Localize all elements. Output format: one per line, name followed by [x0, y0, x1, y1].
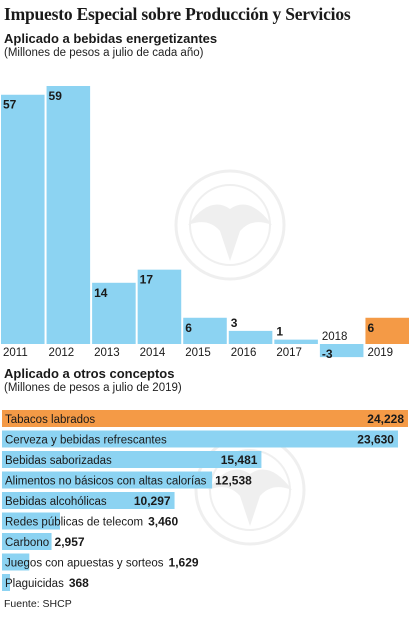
other-concepts-chart-title: Aplicado a otros conceptos [4, 366, 175, 381]
bar-plaguicidas [2, 574, 10, 591]
bar-2018 [319, 344, 364, 358]
bar-juegos-con-apuestas-y-sorteos [2, 553, 30, 571]
source-note: Fuente: SHCP [4, 598, 72, 610]
bar-2014 [137, 269, 182, 344]
category-label-2017: 2017 [276, 347, 302, 359]
category-label: Plaguicidas [5, 578, 64, 590]
other-concepts-chart-subtitle: (Millones de pesos a julio de 2019) [4, 382, 182, 394]
bar-2016 [228, 330, 273, 344]
value-label-2013: 14 [94, 286, 108, 300]
value-label-2014: 17 [140, 273, 154, 287]
bar-2012 [46, 86, 91, 344]
bar-bebidas-saborizadas [2, 451, 262, 468]
category-label-2013: 2013 [94, 347, 120, 359]
category-label: Alimentos no básicos con altas calorías [5, 476, 207, 488]
category-label-2012: 2012 [49, 347, 75, 359]
bar-cerveza-y-bebidas-refrescantes [2, 430, 398, 448]
bar-2015 [183, 317, 227, 344]
bar-alimentos-no-básicos-con-altas-calorías [2, 471, 213, 489]
category-label-2019: 2019 [367, 347, 393, 359]
energy-drinks-bar-chart: 57 2011 59 2012 14 2013 17 2014 6 2015 3 2016 1 2017 -… [1, 86, 409, 360]
bar-bebidas-alcohólicas [2, 492, 175, 509]
category-label-2014: 2014 [140, 347, 166, 359]
value-label: 10,297 [134, 494, 171, 508]
value-label-2018: -3 [322, 347, 333, 360]
category-label: Juegos con apuestas y sorteos [5, 558, 164, 570]
page-title: Impuesto Especial sobre Producción y Ser… [4, 4, 351, 24]
value-label-2012: 59 [49, 89, 63, 103]
value-label: 3,460 [148, 515, 178, 529]
category-label: Tabacos labrados [5, 414, 95, 426]
energy-drinks-chart-title: Aplicado a bebidas energetizantes [4, 31, 218, 46]
energy-drinks-chart-subtitle: (Millones de pesos a julio de cada año) [4, 47, 204, 59]
value-label-2011: 57 [3, 98, 17, 112]
category-label: Carbono [5, 537, 49, 549]
value-label: 24,228 [367, 412, 404, 426]
value-label-2017: 1 [276, 325, 283, 339]
category-label-2015: 2015 [185, 347, 211, 359]
category-label: Bebidas saborizadas [5, 455, 112, 467]
value-label-2016: 3 [231, 316, 238, 330]
value-label: 2,957 [55, 535, 85, 549]
bar-2011 [1, 94, 45, 344]
category-label: Redes públicas de telecom [5, 517, 143, 529]
value-label-2015: 6 [185, 321, 192, 335]
bar-2013 [92, 282, 136, 344]
category-label-2018: 2018 [322, 331, 348, 343]
value-label: 23,630 [357, 433, 394, 447]
category-label-2016: 2016 [231, 347, 257, 359]
bar-2019 [365, 317, 409, 344]
value-label: 15,481 [221, 453, 258, 467]
bar-redes-públicas-de-telecom [2, 512, 60, 530]
value-label: 368 [69, 576, 89, 590]
bar-2017 [274, 339, 318, 344]
category-label-2011: 2011 [3, 347, 28, 359]
bar-carbono [2, 533, 52, 550]
value-label-2019: 6 [367, 321, 374, 335]
other-concepts-bar-chart: Tabacos labrados 24,228 Cerveza y bebidas … [2, 410, 408, 591]
value-label: 1,629 [169, 556, 199, 570]
category-label: Cerveza y bebidas refrescantes [5, 435, 167, 447]
eagle-watermark-icon [174, 169, 286, 281]
category-label: Bebidas alcohólicas [5, 496, 107, 508]
value-label: 12,538 [215, 474, 252, 488]
bar-tabacos-labrados [2, 410, 408, 427]
